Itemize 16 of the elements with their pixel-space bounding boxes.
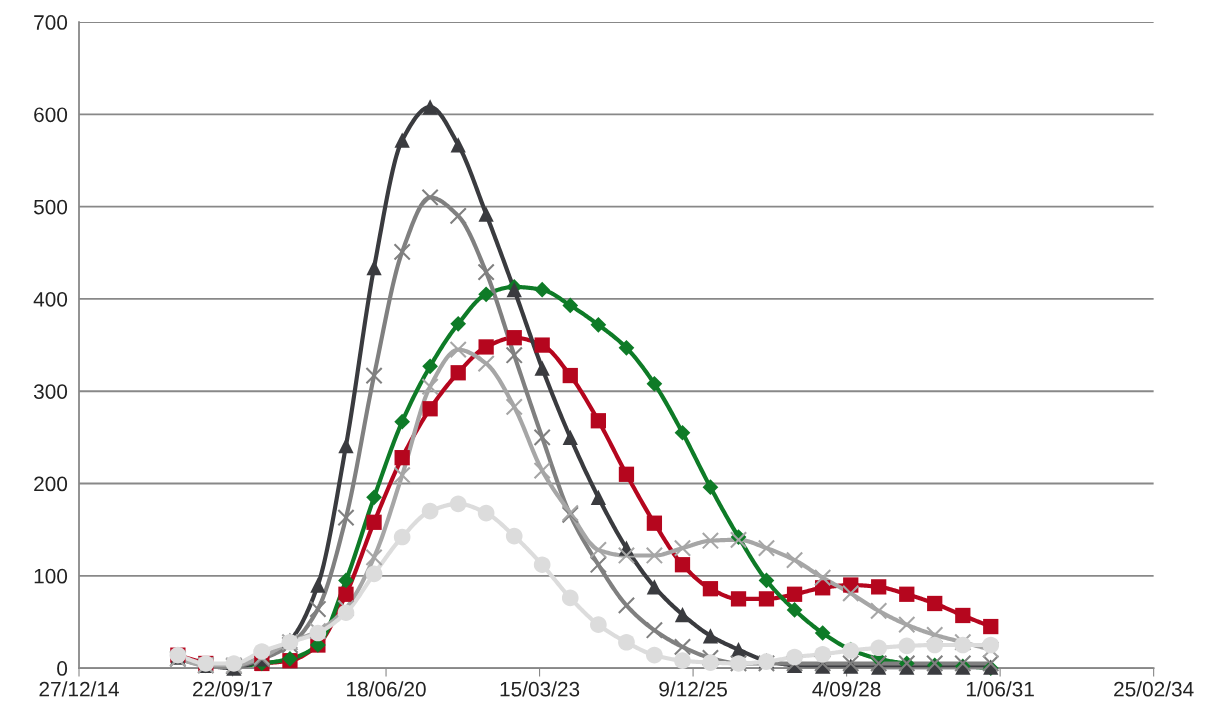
x-tick-label: 9/12/25 [659,681,727,697]
x-tick-label: 25/02/34 [1114,681,1194,697]
x-tick-label: 1/06/31 [966,681,1034,697]
x-tick-label: 4/09/28 [812,681,881,697]
y-tick-label: 0 [57,661,68,676]
y-tick-label: 100 [34,568,68,584]
y-tick-label: 600 [34,107,68,123]
y-tick-label: 500 [33,199,68,215]
y-tick-label: 200 [34,476,68,492]
y-tick-label: 400 [33,291,68,307]
x-tick-label: 27/12/14 [39,681,119,697]
x-tick-label: 15/03/23 [500,681,580,697]
x-tick-label: 22/09/17 [193,681,273,697]
y-tick-label: 300 [33,384,68,399]
x-tick-label: 18/06/20 [347,681,426,697]
y-tick-label: 700 [34,15,68,30]
